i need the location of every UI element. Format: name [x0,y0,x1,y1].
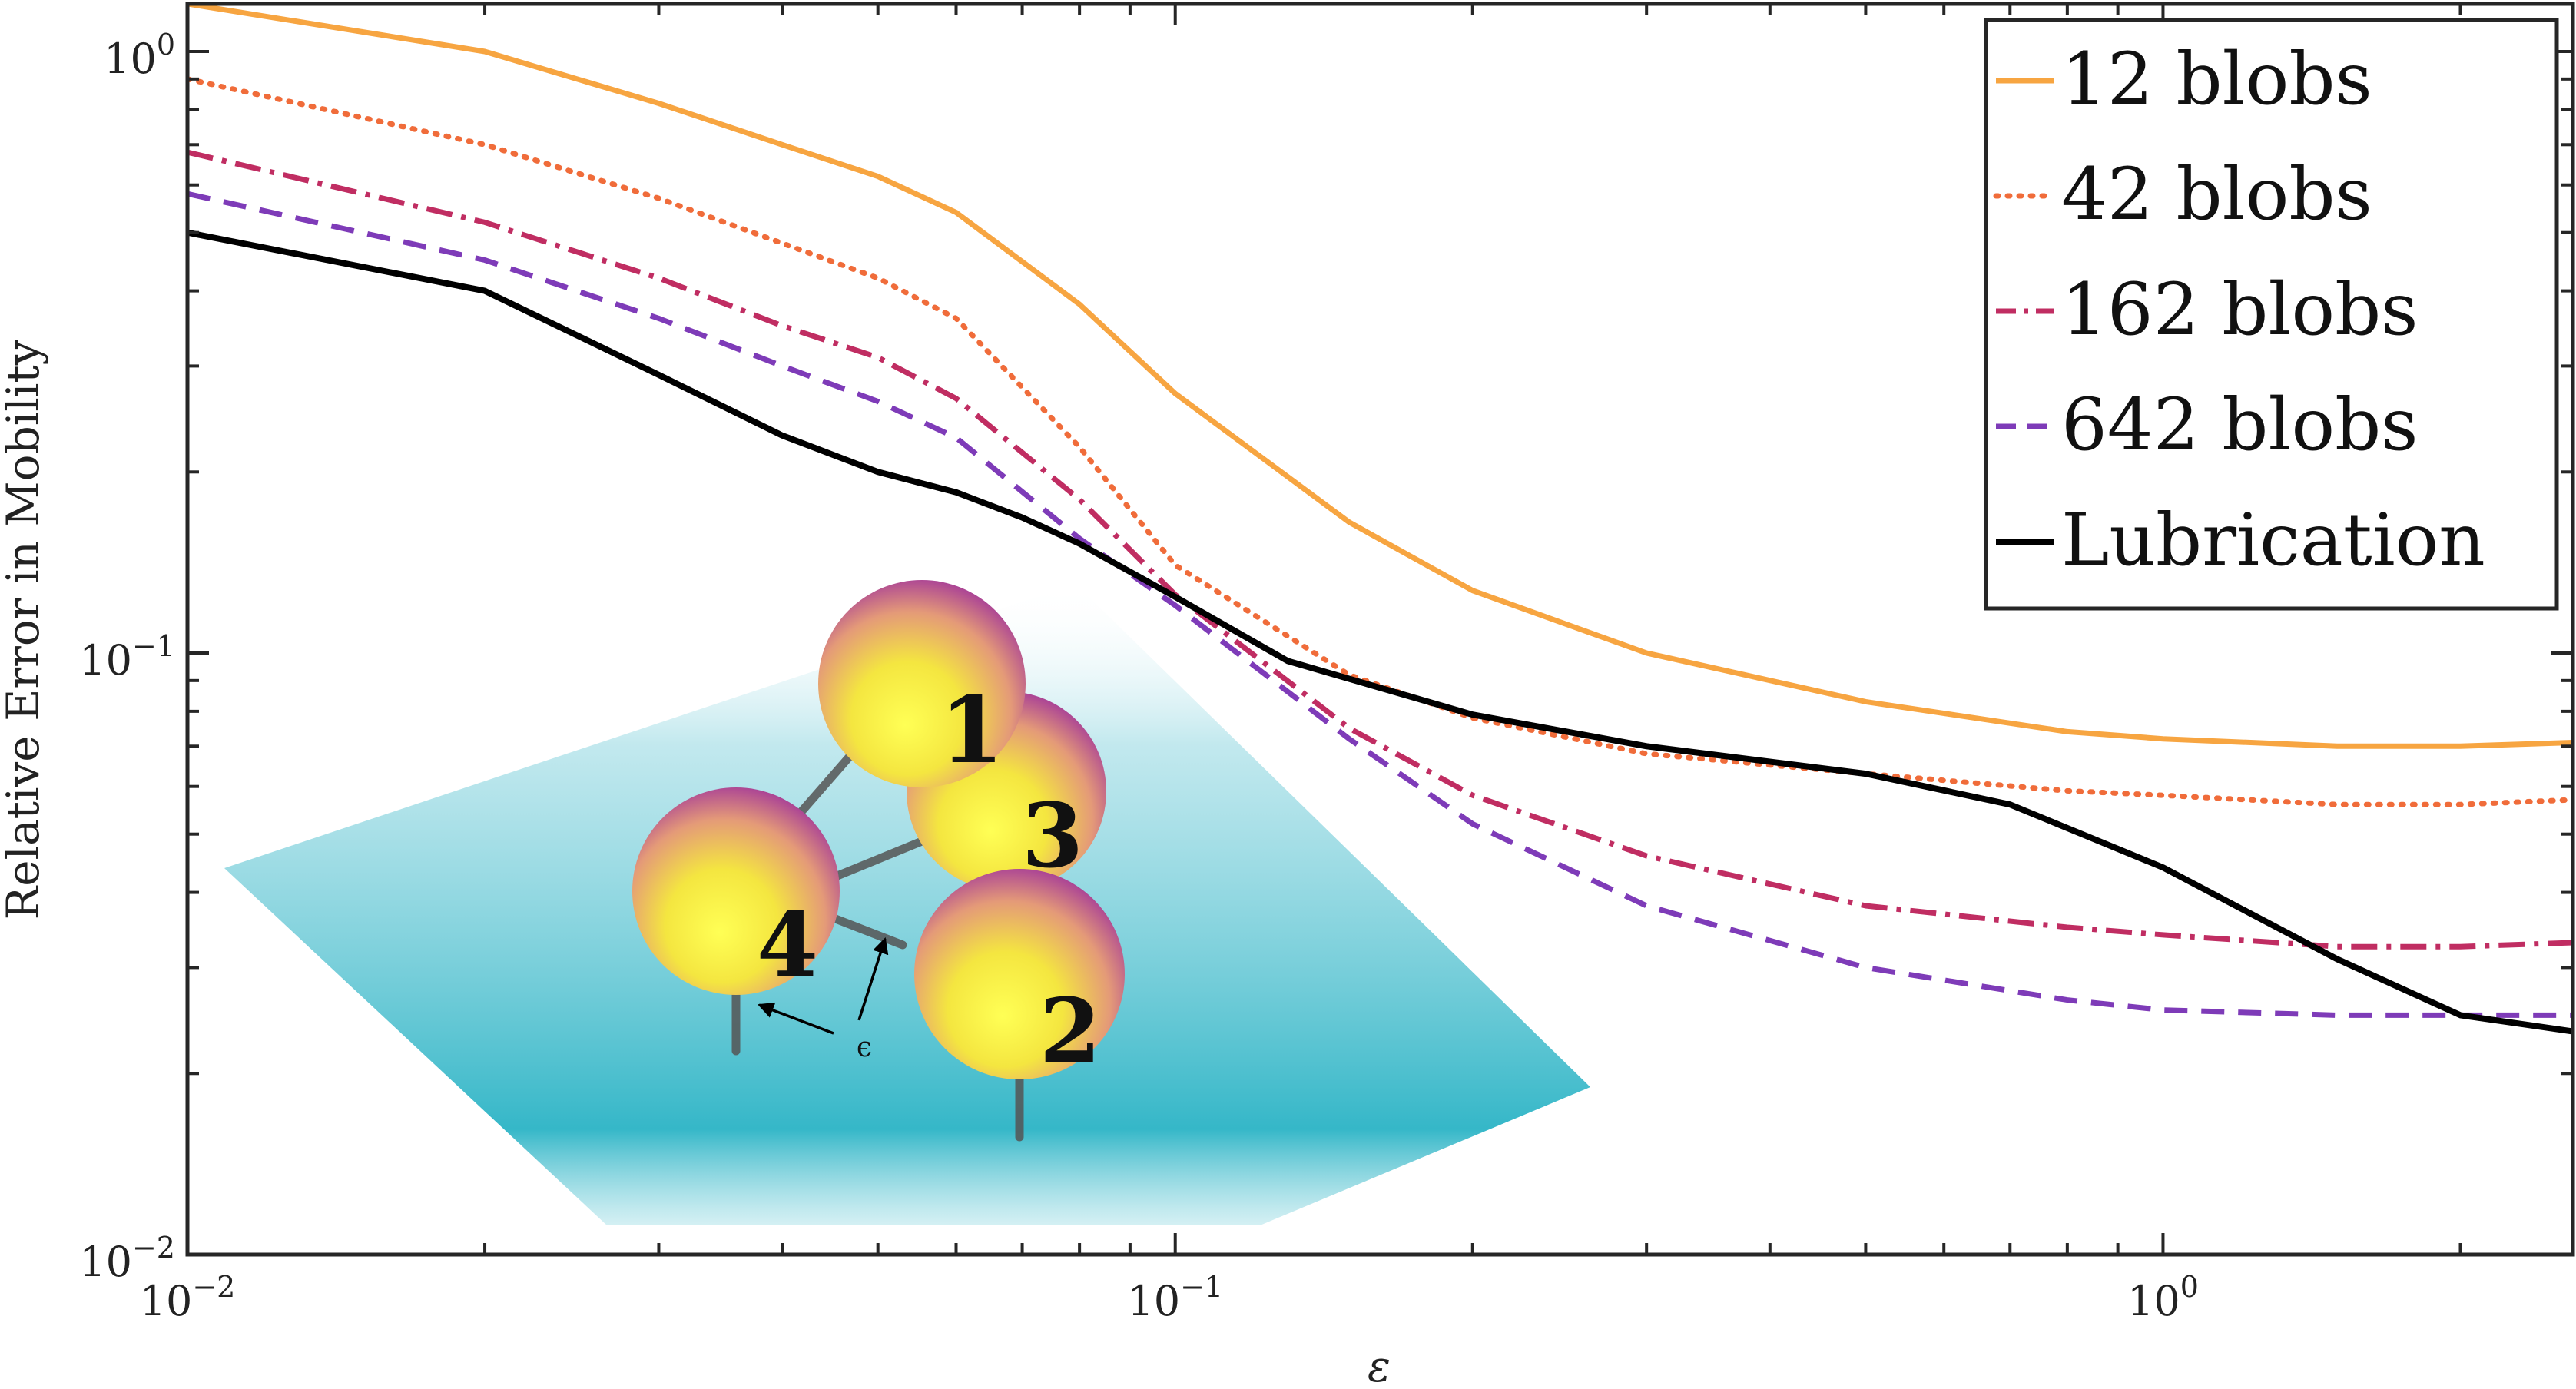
y-tick-label: 100 [104,28,175,83]
legend-box [1984,18,2559,611]
legend-label: 12 blobs [2061,38,2372,121]
series-line-162-blobs [187,149,2573,950]
x-tick-label: 100 [2127,1270,2199,1325]
inset-plane [224,584,1590,1225]
series-line-42-blobs [187,76,2573,807]
legend-label: 162 blobs [2061,268,2419,352]
series-line-642-blobs [187,191,2573,1018]
inset-sphere-2 [914,869,1125,1079]
y-tick-label: 10−2 [79,1231,175,1286]
inset-sphere-1 [818,580,1026,787]
y-tick-label: 10−1 [79,629,175,685]
series-line-lubrication [187,229,2573,1035]
legend-label: 42 blobs [2061,153,2372,237]
inset-gap-label: ϵ [857,1032,872,1063]
legend: 12 blobs 42 blobs 162 blobs 642 blobs Lubric… [1984,18,2559,611]
inset-illustration: 1 3 4 2 ϵ [224,580,1590,1225]
inset-gap-arrow-left [758,1002,834,1035]
y-axis-label: Relative Error in Mobility [0,340,49,920]
series-line-12-blobs [187,4,2573,749]
legend-label: 642 blobs [2061,383,2419,467]
inset-sphere-4 [632,787,840,995]
axes-frame [185,2,2575,1257]
inset-label-2: 2 [1039,980,1101,1083]
x-tick-label: 10−1 [1127,1270,1223,1325]
x-tick-label: 10−2 [140,1270,236,1325]
legend-label: Lubrication [2061,499,2485,582]
x-axis-label: ε [1368,1342,1391,1389]
inset-label-1: 1 [940,676,1004,784]
series-layer [187,4,2573,1035]
tick-layer: 10−2 10−1 100 10−2 10−1 100 [79,4,2573,1325]
inset-label-3: 3 [1022,784,1083,888]
inset-label-4: 4 [757,893,818,997]
inset-gap-arrow-right [857,937,889,1021]
